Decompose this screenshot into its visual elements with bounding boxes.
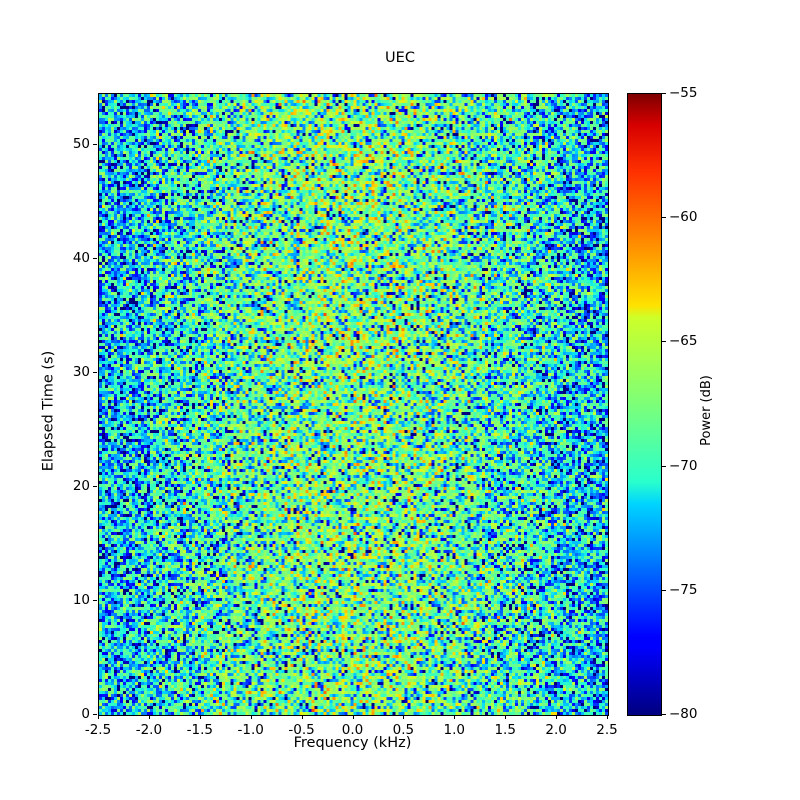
x-tick-label: -1.5 — [186, 722, 213, 738]
colorbar-tick-label: −80 — [669, 706, 698, 722]
spectrogram-axes — [98, 93, 609, 716]
x-tick-label: -0.5 — [288, 722, 315, 738]
x-tick-mark — [301, 715, 303, 719]
colorbar-tick-mark — [662, 93, 666, 94]
y-tick-mark — [93, 714, 97, 715]
y-tick-label: 30 — [72, 364, 90, 381]
y-tick-mark — [93, 600, 97, 602]
x-axis-label: Frequency (kHz) — [293, 735, 412, 751]
y-tick-mark — [93, 144, 97, 146]
colorbar-gradient — [628, 94, 661, 715]
colorbar-tick-label: −65 — [669, 333, 698, 350]
x-tick-label: 2.0 — [545, 722, 567, 738]
colorbar-tick-mark — [662, 589, 666, 591]
x-tick-mark — [505, 715, 507, 719]
x-tick-label: 1.0 — [443, 722, 466, 738]
x-tick-label: 2.5 — [596, 722, 618, 738]
colorbar-tick-label: −75 — [669, 581, 698, 598]
x-tick-mark — [199, 715, 201, 719]
y-tick-label: 40 — [72, 250, 90, 267]
x-tick-mark — [403, 715, 405, 719]
x-tick-mark — [250, 715, 252, 719]
page-title: UEC — [385, 50, 415, 66]
x-tick-mark — [454, 715, 456, 719]
x-tick-label: 0.5 — [392, 722, 415, 738]
y-tick-mark — [93, 372, 97, 374]
colorbar-tick-label: −55 — [669, 85, 698, 101]
colorbar-tick-mark — [662, 714, 666, 715]
spectrogram-image — [99, 94, 608, 715]
colorbar-tick-label: −60 — [669, 209, 698, 226]
x-tick-mark — [352, 715, 354, 719]
x-tick-label: 0.0 — [341, 722, 364, 738]
colorbar-tick-label: −70 — [669, 457, 698, 474]
x-tick-label: -2.5 — [84, 722, 112, 738]
colorbar-tick-mark — [662, 217, 666, 219]
colorbar-tick-mark — [662, 341, 666, 343]
x-tick-label: 1.5 — [494, 722, 516, 738]
x-tick-mark — [148, 715, 150, 719]
x-tick-mark — [556, 715, 558, 719]
y-tick-label: 50 — [72, 136, 90, 153]
x-tick-label: -1.0 — [237, 722, 264, 738]
y-tick-label: 20 — [72, 478, 90, 495]
x-tick-mark — [607, 715, 608, 719]
y-tick-mark — [93, 486, 97, 488]
colorbar-tick-mark — [662, 465, 666, 467]
power-colorbar — [627, 93, 662, 716]
y-tick-label: 0 — [81, 706, 90, 722]
y-axis-label: Elapsed Time (s) — [40, 350, 57, 472]
y-tick-mark — [93, 258, 97, 260]
colorbar-label: Power (dB) — [699, 375, 714, 446]
x-tick-label: -2.0 — [135, 722, 163, 738]
x-tick-mark — [98, 715, 99, 719]
y-tick-label: 10 — [72, 592, 90, 609]
